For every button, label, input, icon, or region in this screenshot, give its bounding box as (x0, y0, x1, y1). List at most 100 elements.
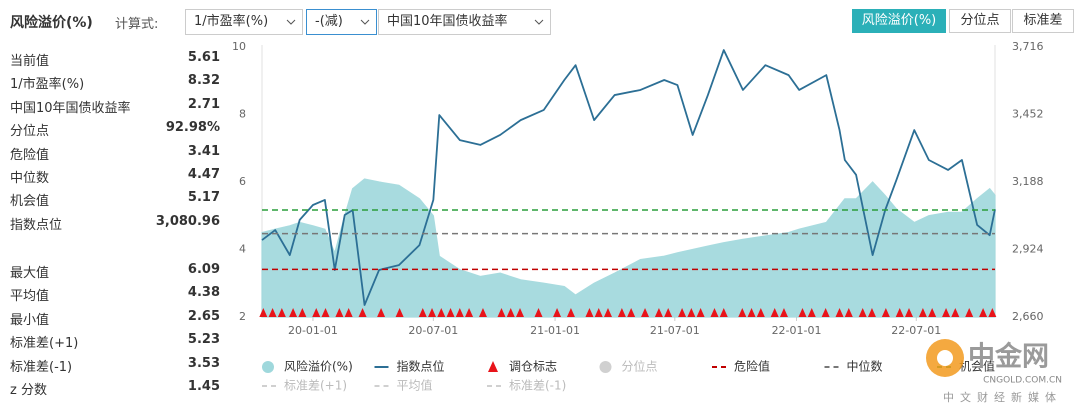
stat-label: 中位数 (10, 171, 50, 186)
stat-value: 3,080.96 (155, 213, 220, 229)
dropdown-text: 1/市盈率(%) (194, 14, 269, 29)
stat-row: 最小值 2.65 (10, 309, 220, 329)
rebalance-marker (988, 308, 997, 317)
calc-label: 计算式: (115, 17, 159, 32)
rebalance-marker (497, 308, 506, 317)
tab[interactable]: 分位点 (949, 9, 1011, 33)
y2-tick-label: 2,660 (1012, 310, 1044, 323)
stat-label: 1/市盈率(%) (10, 77, 85, 93)
stat-row: 标准差(+1) 5.23 (10, 332, 220, 352)
rebalance-marker (617, 308, 626, 317)
stat-label: 危险值 (10, 147, 50, 163)
stat-label: 机会值 (10, 194, 50, 210)
rebalance-marker (516, 308, 525, 317)
rebalance-marker (437, 308, 446, 317)
rebalance-marker (881, 308, 890, 317)
legend-label[interactable]: 指数点位 (397, 359, 445, 374)
rebalance-marker (553, 308, 562, 317)
legend-label[interactable]: 风险溢价(%) (284, 359, 353, 374)
legend-label[interactable]: 中位数 (847, 359, 883, 374)
rebalance-marker (918, 308, 927, 317)
rebalance-marker (627, 308, 636, 317)
stat-value: 92.98% (165, 120, 220, 136)
plot: 2 4 6 8 10 2,660 2,924 3,188 3,452 3,716 20-01-01 2… (232, 40, 1044, 393)
stat-value: 2.71 (187, 96, 220, 112)
y-tick-label: 8 (239, 108, 246, 121)
rebalance-marker (696, 308, 705, 317)
x-tick-label: 21-01-01 (530, 324, 580, 337)
stat-value: 5.23 (187, 332, 220, 348)
rebalance-marker (678, 308, 687, 317)
dropdown-text: -(减) (315, 14, 343, 29)
legend-symbol (262, 361, 274, 373)
stat-value: 5.61 (187, 50, 220, 65)
x-tick-label: 21-07-01 (650, 324, 700, 337)
rebalance-marker (951, 308, 960, 317)
x-tick-label: 20-07-01 (408, 324, 458, 337)
dropdown-text: 中国10年国债收益率 (387, 14, 508, 29)
dropdown[interactable]: 中国10年国债收益率 (378, 9, 551, 35)
rebalance-marker (867, 308, 876, 317)
stat-label: 指数点位 (10, 217, 63, 233)
rebalance-marker (664, 308, 673, 317)
rebalance-marker (455, 308, 464, 317)
rebalance-marker (641, 308, 650, 317)
watermark-url: CNGOLD.COM.CN (983, 376, 1062, 386)
legend-label[interactable]: 标准差(+1) (284, 379, 347, 393)
legend-symbol (488, 361, 498, 372)
x-tick-label: 22-01-01 (772, 324, 822, 337)
rebalance-marker (858, 308, 867, 317)
rebalance-marker (710, 308, 719, 317)
rebalance-marker (844, 308, 853, 317)
stat-row: 最大值 6.09 (10, 262, 220, 282)
y-tick-label: 4 (239, 243, 246, 256)
legend-label[interactable]: 危险值 (734, 359, 770, 374)
dropdown[interactable]: -(减) (306, 9, 377, 35)
legend-label[interactable]: 标准差(-1) (509, 379, 566, 393)
stat-value: 4.47 (187, 167, 220, 182)
rebalance-marker (928, 308, 937, 317)
rebalance-marker (312, 308, 321, 317)
y-tick-label: 10 (232, 40, 246, 53)
rebalance-marker (335, 308, 344, 317)
stat-label: 最大值 (10, 266, 50, 281)
legend-label[interactable]: 平均值 (397, 378, 433, 393)
rebalance-marker (738, 308, 747, 317)
rebalance-marker (478, 308, 487, 317)
stat-label: 分位点 (10, 124, 50, 140)
rebalance-marker (428, 308, 437, 317)
tab[interactable]: 标准差 (1012, 9, 1074, 33)
stat-value: 4.38 (187, 285, 220, 301)
rebalance-marker (654, 308, 663, 317)
y2-tick-label: 3,188 (1012, 175, 1044, 188)
legend-label[interactable]: 机会值 (959, 359, 995, 374)
rebalance-marker (756, 308, 765, 317)
stat-row: 平均值 4.38 (10, 285, 220, 305)
legend-label[interactable]: 分位点 (622, 359, 658, 374)
stat-value: 8.32 (187, 73, 220, 89)
stat-row: 标准差(-1) 3.53 (10, 356, 220, 376)
line (261, 49, 996, 306)
stat-row: 指数点位 3,080.96 (10, 214, 220, 234)
stat-row: 中位数 4.47 (10, 167, 220, 187)
rebalance-marker (770, 308, 779, 317)
tab[interactable]: 风险溢价(%) (852, 9, 946, 33)
rebalance-marker (821, 308, 830, 317)
chevron (286, 19, 296, 25)
dropdown[interactable]: 1/市盈率(%) (185, 9, 303, 35)
stat-row: 分位点 92.98% (10, 120, 220, 140)
y-tick-label: 6 (239, 175, 246, 188)
legend-label[interactable]: 调仓标志 (509, 360, 557, 374)
rebalance-marker (268, 308, 277, 317)
rebalance-marker (289, 308, 298, 317)
legend-symbol (599, 361, 612, 373)
chevron (360, 19, 370, 25)
watermark-name: 中金网 (968, 341, 1049, 373)
stat-value: 3.41 (187, 143, 220, 159)
rebalance-marker (807, 308, 816, 317)
x-tick-label: 20-01-01 (288, 324, 338, 337)
rebalance-marker (942, 308, 951, 317)
stat-row: 1/市盈率(%) 8.32 (10, 73, 220, 93)
